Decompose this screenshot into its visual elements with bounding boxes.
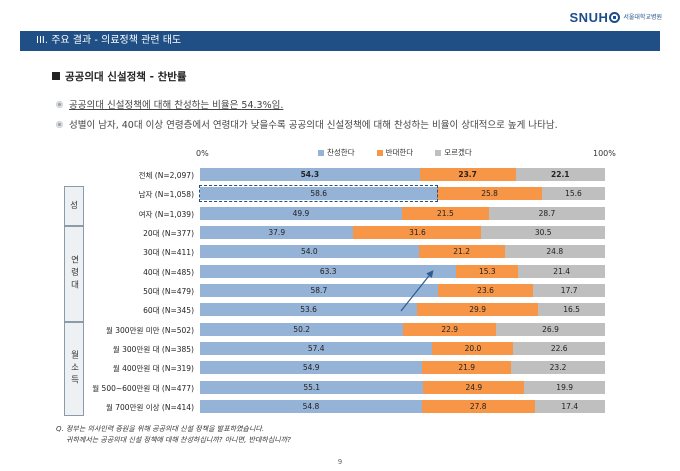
legend-item-oppose: 반대한다 — [376, 147, 414, 158]
square-bullet-icon — [52, 72, 60, 80]
bar-segment-oppose: 27.8 — [421, 399, 535, 413]
row-label: 월 300만원 대 (N=385) — [112, 344, 194, 354]
bar-segment-agree: 54.9 — [200, 361, 423, 375]
legend-swatch-agree — [318, 149, 324, 156]
bar-segment-agree: 63.3 — [200, 264, 457, 278]
survey-question: Q. 정부는 의사인력 증원을 위해 공공의대 신설 정책을 발표하였습니다. … — [56, 424, 291, 446]
bar-segment-oppose: 20.0 — [432, 341, 514, 355]
legend-swatch-unknown — [435, 149, 442, 156]
question-line-1: Q. 정부는 의사인력 증원을 위해 공공의대 신설 정책을 발표하였습니다. — [56, 425, 265, 433]
header-title: III. 주요 결과 - 의료정책 관련 태도 — [36, 35, 182, 46]
bar-segment-agree: 54.0 — [200, 245, 419, 259]
group-label-gender-text: 성 — [70, 201, 78, 211]
bar-segment-oppose: 15.3 — [456, 264, 519, 278]
bullet-2: 성별이 남자, 40대 이상 연령층에서 연령대가 낮을수록 공공의대 신설정책… — [56, 117, 558, 131]
section-header-bar: III. 주요 결과 - 의료정책 관련 태도 — [20, 31, 660, 51]
logo-subtext: 서울대학교병원 — [623, 13, 662, 21]
bar-segment-oppose: 23.6 — [437, 283, 534, 297]
bar-segment-unknown: 22.1 — [515, 168, 605, 181]
group-label-age-text: 연령대 — [69, 255, 79, 293]
group-label-age: 연령대 — [64, 226, 84, 322]
bar-segment-unknown: 16.5 — [538, 303, 605, 317]
row-label: 30대 (N=411) — [143, 248, 194, 258]
row-label: 전체 (N=2,097) — [138, 171, 194, 180]
group-label-gender: 성 — [64, 186, 84, 226]
row-label: 월 500~600만원 대 (N=477) — [92, 383, 194, 393]
bullet-1-text: 공공의대 신설정책에 대해 찬성하는 비율은 — [69, 100, 242, 111]
highlight-box — [199, 185, 439, 203]
circle-bullet-icon — [56, 101, 63, 108]
bar-segment-unknown: 17.7 — [533, 283, 605, 297]
bar-segment-oppose: 22.9 — [403, 322, 497, 336]
bar-segment-unknown: 19.9 — [524, 380, 605, 394]
row-label: 남자 (N=1,058) — [138, 190, 194, 200]
bullet-1-value: 54.3%임. — [241, 100, 284, 111]
group-label-income-text: 월소득 — [69, 350, 79, 388]
circle-bullet-icon — [56, 121, 63, 128]
bar-segment-agree: 54.8 — [200, 399, 422, 413]
row-label: 여자 (N=1,039) — [138, 209, 194, 219]
bar-segment-oppose: 23.7 — [419, 168, 516, 181]
bar-segment-unknown: 24.8 — [504, 245, 605, 259]
section-title: 공공의대 신설정책 - 찬반률 — [52, 69, 187, 84]
bar-segment-unknown: 26.9 — [496, 322, 605, 336]
row-label: 60대 (N=345) — [143, 306, 194, 316]
legend-item-unknown: 모르겠다 — [435, 147, 472, 158]
bar-segment-oppose: 31.6 — [353, 225, 482, 239]
row-label: 월 400만원 대 (N=319) — [112, 364, 194, 374]
bar-segment-unknown: 28.7 — [488, 206, 605, 220]
bar-segment-agree: 58.6 — [200, 187, 438, 201]
row-label: 50대 (N=479) — [143, 286, 194, 296]
logo: SNUH 서울대학교병원 — [570, 9, 662, 25]
row-label: 20대 (N=377) — [143, 228, 194, 238]
bar-segment-agree: 57.4 — [200, 341, 433, 355]
bar-segment-agree: 49.9 — [200, 206, 402, 220]
chart-legend: 찬성한다 반대한다 모르겠다 — [318, 147, 472, 158]
question-line-2: 귀하께서는 공공의대 신설 정책에 대해 찬성하십니까? 아니면, 반대하십니까… — [66, 436, 291, 444]
bar-segment-agree: 58.7 — [200, 283, 438, 297]
bar-segment-oppose: 25.8 — [437, 187, 542, 201]
bullet-1: 공공의대 신설정책에 대해 찬성하는 비율은 54.3%임. — [56, 97, 283, 111]
row-label: 월 700만원 이상 (N=414) — [105, 402, 194, 412]
legend-label-agree: 찬성한다 — [327, 148, 355, 157]
legend-label-unknown: 모르겠다 — [444, 148, 472, 157]
row-label: 월 300만원 미만 (N=502) — [105, 325, 194, 335]
bar-segment-oppose: 21.9 — [422, 361, 512, 375]
logo-text: SNUH — [569, 9, 609, 25]
legend-label-oppose: 반대한다 — [385, 148, 414, 157]
legend-item-agree: 찬성한다 — [318, 147, 355, 158]
trend-arrow-icon — [400, 270, 434, 312]
axis-max-label: 100% — [593, 149, 616, 158]
bar-segment-agree: 53.6 — [200, 303, 418, 317]
bar-segment-agree: 37.9 — [200, 225, 354, 239]
axis-min-label: 0% — [196, 149, 209, 158]
group-label-income: 월소득 — [64, 322, 84, 416]
bar-segment-unknown: 22.6 — [513, 341, 605, 355]
bar-segment-agree: 55.1 — [200, 380, 424, 394]
bar-segment-oppose: 21.2 — [418, 245, 505, 259]
row-label: 40대 (N=485) — [143, 267, 194, 277]
bar-segment-oppose: 24.9 — [423, 380, 525, 394]
logo-mark-icon — [609, 11, 621, 23]
bar-segment-agree: 54.3 — [200, 168, 420, 181]
bullet-2-text: 성별이 남자, 40대 이상 연령층에서 연령대가 낮을수록 공공의대 신설정책… — [69, 120, 558, 131]
legend-swatch-oppose — [376, 149, 383, 156]
bar-segment-unknown: 30.5 — [481, 225, 605, 239]
bar-segment-agree: 50.2 — [200, 322, 404, 336]
bar-segment-unknown: 17.4 — [534, 399, 605, 413]
bar-segment-oppose: 21.5 — [401, 206, 489, 220]
bar-segment-unknown: 23.2 — [511, 361, 605, 375]
page-number: 9 — [337, 458, 343, 466]
section-title-text: 공공의대 신설정책 - 찬반률 — [65, 71, 187, 83]
bar-segment-unknown: 15.6 — [541, 187, 605, 201]
bar-segment-oppose: 29.9 — [417, 303, 539, 317]
bar-segment-unknown: 21.4 — [518, 264, 605, 278]
